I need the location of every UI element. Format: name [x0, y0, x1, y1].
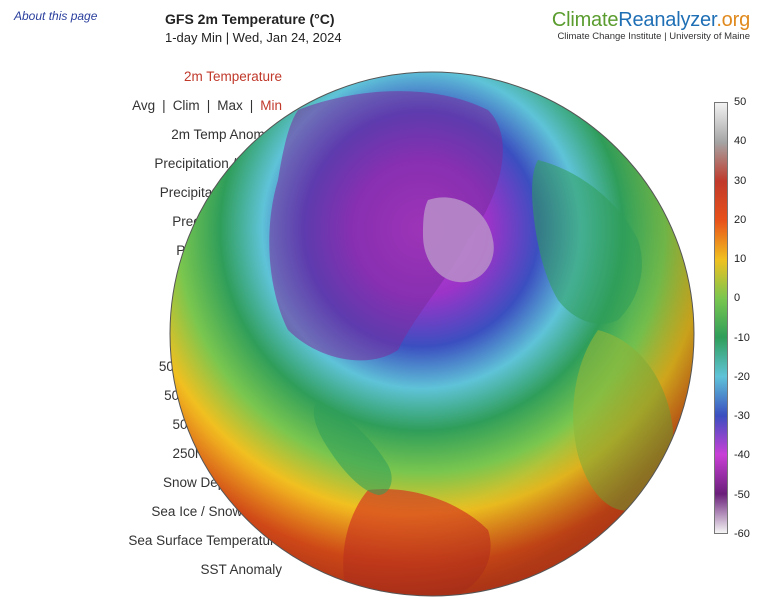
globe-shading: [170, 72, 694, 596]
globe-svg: [169, 71, 695, 597]
scale-tick-label: -20: [734, 370, 750, 383]
menu-item-sea-surface-temperature[interactable]: Sea Surface Temperature: [128, 533, 282, 548]
color-scale-gradient: [715, 103, 727, 533]
menu-item-sst-anomaly[interactable]: SST Anomaly: [200, 562, 282, 577]
temperature-color-scale: [714, 102, 728, 534]
stat-option-avg[interactable]: Avg: [132, 98, 156, 113]
scale-tick-label: -10: [734, 331, 750, 344]
scale-tick-label: 10: [734, 253, 747, 266]
scale-tick-label: 30: [734, 174, 747, 187]
about-link[interactable]: About this page: [14, 9, 98, 23]
brand-logo[interactable]: ClimateReanalyzer.org Climate Change Ins…: [552, 8, 750, 42]
temperature-globe-map[interactable]: [168, 70, 696, 598]
brand-name: ClimateReanalyzer.org: [552, 8, 750, 32]
scale-tick-label: -30: [734, 410, 750, 423]
brand-tagline: Climate Change Institute | University of…: [557, 31, 750, 42]
brand-name-part3: .org: [716, 9, 750, 31]
scale-tick-label: -50: [734, 488, 750, 501]
menu-item-2m-temp-anomaly[interactable]: 2m Temp Anomaly: [171, 127, 282, 142]
brand-name-part2: Reanalyzer: [618, 9, 717, 31]
stat-separator: |: [162, 98, 166, 113]
scale-tick-label: 0: [734, 292, 741, 305]
map-subtitle: 1-day Min | Wed, Jan 24, 2024: [165, 30, 342, 45]
scale-tick-label: 50: [734, 96, 747, 108]
scale-tick-label: -40: [734, 449, 750, 462]
stat-option-clim[interactable]: Clim: [172, 98, 200, 113]
brand-name-part1: Climate: [551, 9, 619, 31]
stat-selector: Avg | Clim | Max | Min: [128, 91, 282, 120]
menu-item-2m-temperature[interactable]: 2m Temperature: [183, 69, 282, 84]
map-title: GFS 2m Temperature (°C): [165, 11, 335, 27]
globe-outline: [169, 71, 695, 597]
stat-separator: |: [249, 98, 254, 113]
color-scale-labels: 50 40 30 20 10 0 -10 -20 -30 -40 -50 -60: [734, 96, 760, 540]
stat-option-min[interactable]: Min: [260, 98, 282, 113]
stat-separator: |: [206, 98, 211, 113]
scale-tick-label: 40: [734, 135, 747, 148]
scale-tick-label: 20: [734, 213, 747, 226]
scale-tick-label: -60: [734, 528, 750, 540]
map-header: GFS 2m Temperature (°C) 1-day Min | Wed,…: [165, 11, 342, 46]
stat-option-max[interactable]: Max: [217, 98, 243, 113]
